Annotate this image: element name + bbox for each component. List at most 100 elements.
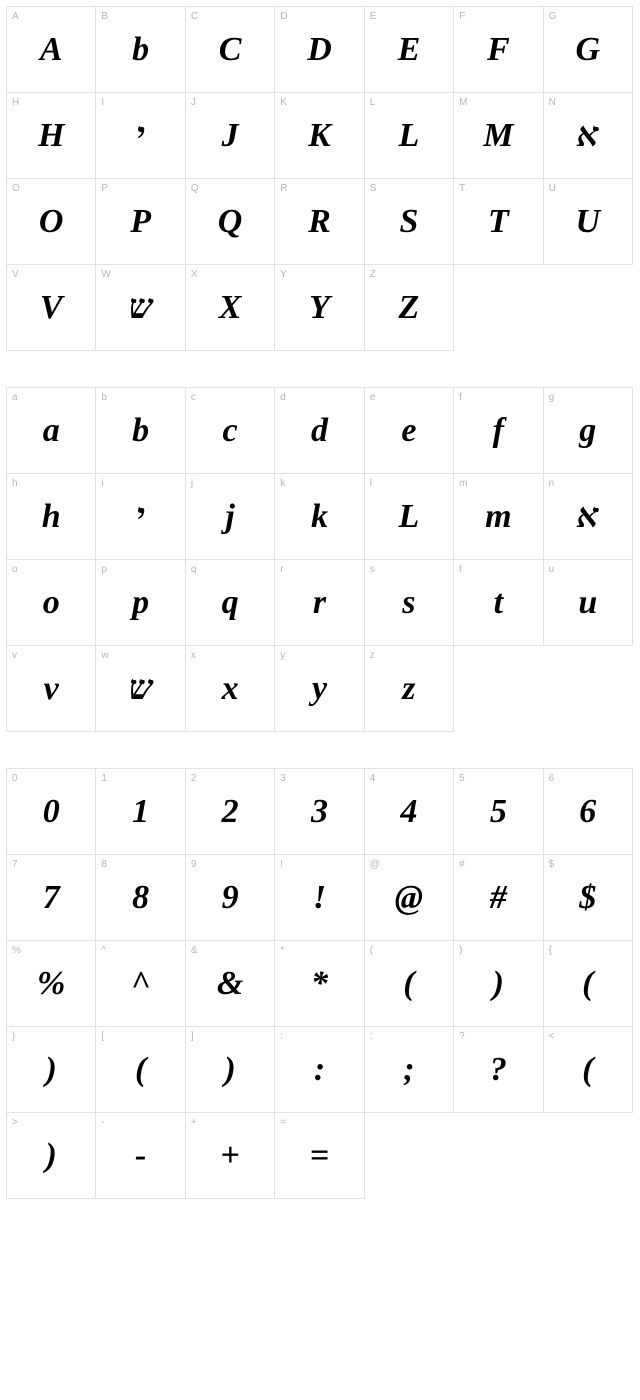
cell-glyph: - <box>135 1139 146 1173</box>
charmap-cell: jj <box>186 474 275 560</box>
charmap-cell: )) <box>454 941 543 1027</box>
cell-label: w <box>101 650 108 661</box>
cell-label: @ <box>370 859 380 870</box>
cell-glyph: א <box>577 119 599 153</box>
cell-glyph: * <box>311 967 328 1001</box>
cell-label: + <box>191 1117 197 1128</box>
charmap-cell <box>454 265 543 351</box>
cell-glyph: s <box>402 586 415 620</box>
cell-glyph: Z <box>399 291 420 325</box>
charmap-cell: PP <box>96 179 185 265</box>
cell-label: H <box>12 97 19 108</box>
charmap-cell: 99 <box>186 855 275 941</box>
charmap-cell: ff <box>454 388 543 474</box>
cell-glyph: 6 <box>579 795 596 829</box>
charmap-cell: && <box>186 941 275 1027</box>
cell-label: ( <box>370 945 373 956</box>
cell-glyph: ; <box>403 1053 414 1087</box>
cell-label: } <box>12 1031 15 1042</box>
charmap-grid: AABbCCDDEEFFGGHHIיJJKKLLMMNאOOPPQQRRSSTT… <box>6 6 633 351</box>
charmap-cell: UU <box>544 179 633 265</box>
cell-label: k <box>280 478 285 489</box>
cell-glyph: S <box>399 205 418 239</box>
cell-glyph: ! <box>313 881 326 915</box>
charmap-cell: [( <box>96 1027 185 1113</box>
cell-glyph: י <box>136 500 145 534</box>
charmap-cell: 66 <box>544 769 633 855</box>
cell-label: Q <box>191 183 199 194</box>
cell-glyph: e <box>401 414 416 448</box>
cell-glyph: f <box>493 414 504 448</box>
cell-label: P <box>101 183 108 194</box>
cell-label: m <box>459 478 467 489</box>
cell-label: # <box>459 859 465 870</box>
cell-label: a <box>12 392 18 403</box>
charmap-cell: ## <box>454 855 543 941</box>
cell-label: W <box>101 269 110 280</box>
charmap-cell: YY <box>275 265 364 351</box>
cell-glyph: R <box>308 205 331 239</box>
cell-label: ^ <box>101 945 106 956</box>
cell-glyph: o <box>43 586 60 620</box>
charmap-cell: iי <box>96 474 185 560</box>
charmap-cell: LL <box>365 93 454 179</box>
charmap-cell: TT <box>454 179 543 265</box>
cell-label: 1 <box>101 773 107 784</box>
charmap-cell: Wש <box>96 265 185 351</box>
cell-label: $ <box>549 859 555 870</box>
cell-label: & <box>191 945 198 956</box>
cell-label: G <box>549 11 557 22</box>
charmap-cell: tt <box>454 560 543 646</box>
charmap-cell: <( <box>544 1027 633 1113</box>
cell-glyph: A <box>40 33 63 67</box>
cell-glyph: ) <box>46 1139 57 1173</box>
cell-glyph: + <box>220 1139 239 1173</box>
cell-label: [ <box>101 1031 104 1042</box>
cell-label: X <box>191 269 198 280</box>
cell-glyph: ) <box>224 1053 235 1087</box>
cell-glyph: d <box>311 414 328 448</box>
charmap-cell: DD <box>275 7 364 93</box>
cell-label: > <box>12 1117 18 1128</box>
charmap-cell: FF <box>454 7 543 93</box>
cell-glyph: t <box>494 586 503 620</box>
cell-glyph: x <box>222 672 239 706</box>
charmap-cell: uu <box>544 560 633 646</box>
cell-label: J <box>191 97 196 108</box>
cell-label: r <box>280 564 283 575</box>
cell-label: 5 <box>459 773 465 784</box>
charmap-cell: :: <box>275 1027 364 1113</box>
cell-glyph: H <box>38 119 64 153</box>
cell-glyph: b <box>132 33 149 67</box>
cell-label: g <box>549 392 555 403</box>
charmap-cell: aa <box>7 388 96 474</box>
cell-glyph: 7 <box>43 881 60 915</box>
charmap-cell: nא <box>544 474 633 560</box>
cell-label: v <box>12 650 17 661</box>
charmap-cell: 11 <box>96 769 185 855</box>
charmap-cell: }) <box>7 1027 96 1113</box>
charmap-cell: vv <box>7 646 96 732</box>
charmap-cell: qq <box>186 560 275 646</box>
cell-glyph: ש <box>129 291 153 325</box>
charmap-cell: ?? <box>454 1027 543 1113</box>
cell-label: T <box>459 183 465 194</box>
cell-glyph: = <box>310 1139 329 1173</box>
cell-glyph: א <box>577 500 599 534</box>
charmap-cell: -- <box>96 1113 185 1199</box>
charmap-cell: yy <box>275 646 364 732</box>
cell-glyph: ש <box>129 672 153 706</box>
charmap-cell: ss <box>365 560 454 646</box>
cell-label: 7 <box>12 859 18 870</box>
charmap-cell: kk <box>275 474 364 560</box>
cell-label: 3 <box>280 773 286 784</box>
charmap-cell: pp <box>96 560 185 646</box>
charmap-cell: rr <box>275 560 364 646</box>
cell-glyph: c <box>223 414 238 448</box>
cell-glyph: Q <box>218 205 243 239</box>
cell-glyph: K <box>308 119 331 153</box>
cell-label: u <box>549 564 555 575</box>
charmap-grid: aabbccddeeffgghhiיjjkklLmmnאooppqqrrsstt… <box>6 387 633 732</box>
charmap-cell <box>544 265 633 351</box>
cell-label: R <box>280 183 287 194</box>
